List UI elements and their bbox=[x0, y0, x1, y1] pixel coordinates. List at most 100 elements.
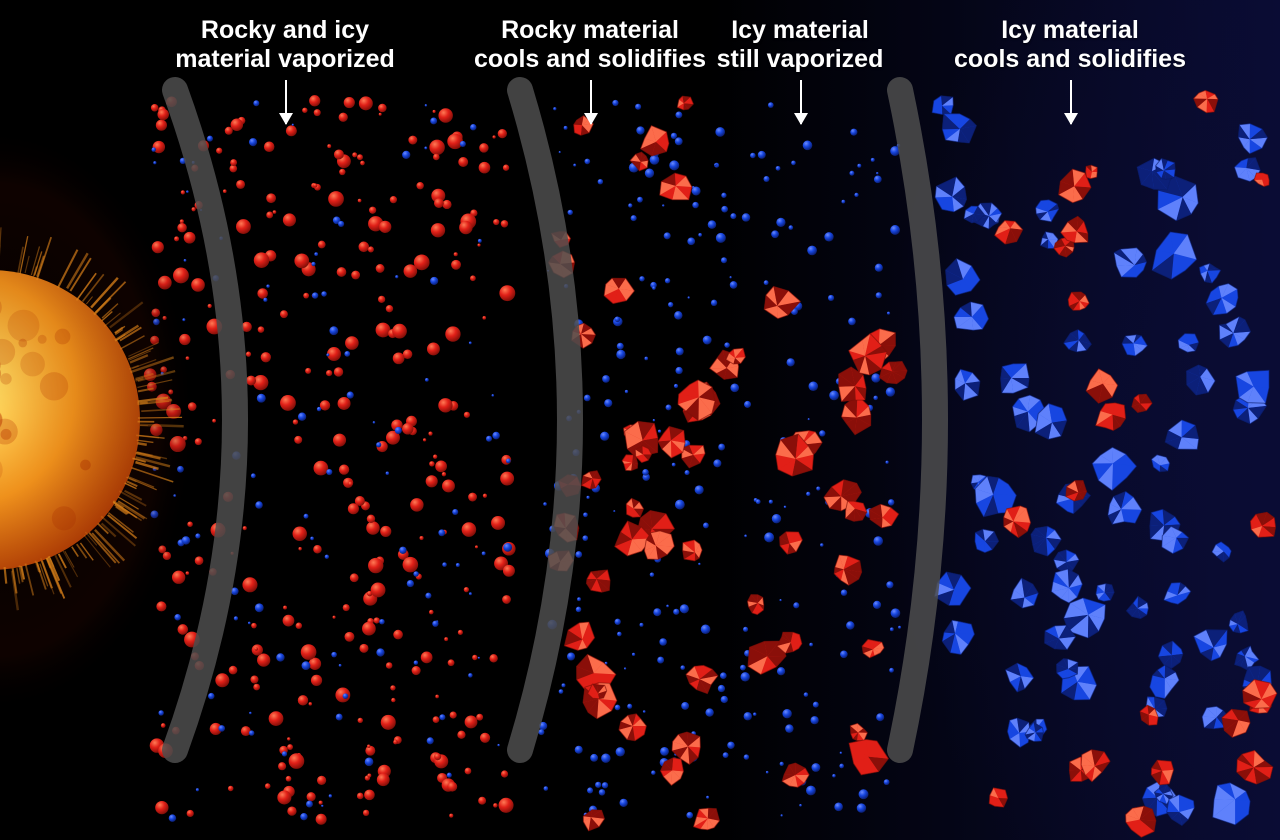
icy-droplet bbox=[849, 171, 854, 176]
icy-droplet bbox=[686, 812, 693, 819]
icy-droplet bbox=[832, 774, 836, 778]
icy-droplet bbox=[876, 172, 878, 174]
icy-droplet bbox=[776, 218, 785, 227]
icy-droplet bbox=[764, 532, 774, 542]
arrow-zone3 bbox=[1070, 80, 1072, 124]
icy-droplet bbox=[721, 193, 726, 198]
icy-droplet bbox=[742, 213, 750, 221]
icy-droplet bbox=[705, 708, 713, 716]
icy-droplet bbox=[886, 387, 895, 396]
icy-droplet bbox=[624, 667, 626, 669]
icy-droplet bbox=[850, 129, 857, 136]
icy-droplet bbox=[595, 782, 601, 788]
icy-droplet bbox=[889, 668, 894, 673]
icy-droplet bbox=[668, 302, 673, 307]
icy-droplet bbox=[601, 753, 610, 762]
icy-droplet bbox=[854, 193, 858, 197]
icy-droplet bbox=[698, 563, 700, 565]
icy-droplet bbox=[829, 391, 839, 401]
icy-droplet bbox=[766, 771, 769, 774]
icy-droplet bbox=[672, 463, 676, 467]
icy-droplet bbox=[744, 401, 751, 408]
rocky-chunk bbox=[586, 570, 610, 592]
icy-droplet bbox=[828, 295, 834, 301]
icy-droplet bbox=[653, 608, 661, 616]
icy-droplet bbox=[813, 702, 819, 708]
icy-droplet bbox=[681, 702, 689, 710]
icy-droplet bbox=[811, 716, 819, 724]
icy-droplet bbox=[715, 127, 725, 137]
icy-droplet bbox=[713, 459, 721, 467]
icy-droplet bbox=[662, 204, 664, 206]
icy-droplet bbox=[876, 292, 882, 298]
icy-droplet bbox=[637, 197, 643, 203]
icy-droplet bbox=[604, 399, 612, 407]
icy-droplet bbox=[643, 710, 646, 713]
icy-droplet bbox=[692, 202, 698, 208]
icy-droplet bbox=[721, 696, 728, 703]
icy-droplet bbox=[660, 747, 669, 756]
icy-droplet bbox=[857, 164, 861, 168]
icy-droplet bbox=[819, 430, 825, 436]
icy-droplet bbox=[703, 523, 709, 529]
icy-droplet bbox=[599, 789, 605, 795]
icy-droplet bbox=[590, 754, 598, 762]
icy-droplet bbox=[650, 572, 654, 576]
icy-droplet bbox=[586, 496, 589, 499]
icy-droplet bbox=[666, 605, 669, 608]
icy-droplet bbox=[840, 651, 848, 659]
icy-droplet bbox=[875, 264, 883, 272]
icy-droplet bbox=[898, 626, 901, 629]
icy-droplet bbox=[888, 499, 894, 505]
icy-droplet bbox=[582, 535, 588, 541]
icy-droplet bbox=[612, 100, 618, 106]
icy-droplet bbox=[640, 623, 644, 627]
icy-droplet bbox=[777, 667, 785, 675]
icy-droplet bbox=[721, 257, 727, 263]
icy-droplet bbox=[598, 179, 603, 184]
icy-droplet bbox=[675, 367, 682, 374]
icy-droplet bbox=[782, 709, 791, 718]
icy-droplet bbox=[789, 225, 794, 230]
icy-droplet bbox=[695, 485, 704, 494]
icy-droplet bbox=[644, 357, 648, 361]
icy-droplet bbox=[772, 514, 781, 523]
icy-droplet bbox=[809, 643, 813, 647]
icy-droplet bbox=[676, 347, 684, 355]
icy-droplet bbox=[701, 624, 711, 634]
icy-droplet bbox=[632, 653, 635, 656]
icy-droplet bbox=[779, 599, 781, 601]
protoplanetary-disk-diagram: Rocky and icy material vaporizedRocky ma… bbox=[0, 0, 1280, 840]
icy-droplet bbox=[724, 342, 730, 348]
icy-droplet bbox=[631, 215, 637, 221]
icy-droplet bbox=[675, 500, 685, 510]
icy-droplet bbox=[799, 804, 802, 807]
icy-droplet bbox=[576, 607, 582, 613]
icy-droplet bbox=[890, 225, 900, 235]
icy-droplet bbox=[808, 418, 810, 420]
icy-droplet bbox=[891, 608, 901, 618]
icy-droplet bbox=[639, 276, 644, 281]
icy-droplet bbox=[671, 133, 677, 139]
icy-droplet bbox=[617, 343, 624, 350]
arrow-zone2b bbox=[800, 80, 802, 124]
icy-droplet bbox=[840, 752, 842, 754]
icy-droplet bbox=[674, 384, 678, 388]
icy-droplet bbox=[666, 404, 672, 410]
icy-droplet bbox=[824, 232, 833, 241]
icy-droplet bbox=[636, 126, 644, 134]
label-zone2a: Rocky material cools and solidifies bbox=[474, 16, 706, 74]
icy-droplet bbox=[768, 102, 774, 108]
rocky-chunk bbox=[845, 501, 866, 521]
icy-droplet bbox=[721, 206, 728, 213]
icy-droplet bbox=[625, 390, 628, 393]
icy-droplet bbox=[650, 155, 660, 165]
icy-droplet bbox=[729, 276, 731, 278]
icy-droplet bbox=[687, 237, 695, 245]
icy-droplet bbox=[785, 724, 793, 732]
icy-droplet bbox=[627, 704, 632, 709]
icy-droplet bbox=[743, 627, 748, 632]
icy-droplet bbox=[806, 492, 810, 496]
icy-droplet bbox=[793, 602, 799, 608]
icy-droplet bbox=[692, 186, 701, 195]
